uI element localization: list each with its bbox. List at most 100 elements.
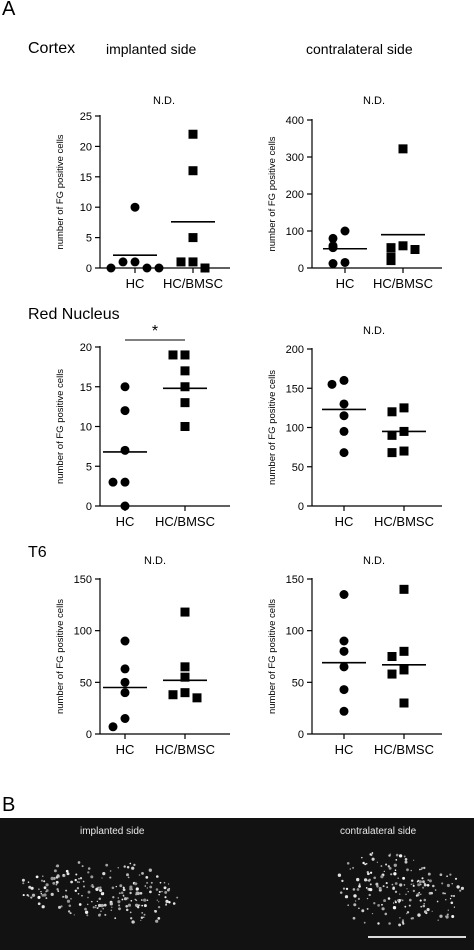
- labeled-cell-dot: [43, 880, 46, 883]
- labeled-cell-dot: [377, 904, 380, 907]
- chart-red-nucleus-implanted: 0 5 10 15 20 HC HC/BMSC number of FG positive c…: [55, 323, 230, 528]
- data-point-square: [399, 665, 409, 675]
- data-point-square: [399, 646, 409, 656]
- data-point-circle: [339, 590, 349, 599]
- labeled-cell-dot: [149, 890, 152, 894]
- data-point-square: [188, 257, 198, 267]
- chart-red-nucleus-contralateral: 0 50 100 150 200 HC HC/BMSC number of FG positi…: [267, 325, 442, 528]
- labeled-cell-dot: [378, 886, 382, 890]
- labeled-cell-dot: [388, 854, 391, 857]
- labeled-cell-dot: [420, 905, 423, 908]
- labeled-cell-dot: [415, 894, 418, 897]
- x-tick-label: HC/BMSC: [155, 742, 215, 757]
- labeled-cell-dot: [418, 891, 421, 894]
- data-point-circle: [120, 636, 130, 646]
- labeled-cell-dot: [371, 852, 374, 854]
- implanted-side-heading: implanted side: [106, 41, 197, 57]
- data-point-square: [410, 245, 420, 254]
- labeled-cell-dot: [84, 907, 87, 911]
- micrograph-image: [21, 852, 465, 927]
- labeled-cell-dot: [110, 909, 113, 912]
- labeled-cell-dot: [67, 910, 71, 913]
- y-tick-label: 0: [298, 263, 304, 275]
- panel-b-label: B: [2, 794, 16, 816]
- labeled-cell-dot: [176, 896, 179, 899]
- labeled-cell-dot: [358, 907, 360, 910]
- labeled-cell-dot: [446, 875, 448, 878]
- data-point-circle: [328, 243, 338, 253]
- labeled-cell-dot: [401, 899, 404, 902]
- data-point-circle: [120, 477, 130, 487]
- labeled-cell-dot: [426, 883, 430, 887]
- labeled-cell-dot: [63, 896, 65, 898]
- data-point-square: [387, 407, 397, 417]
- labeled-cell-dot: [365, 887, 368, 889]
- data-point-circle: [120, 406, 130, 416]
- labeled-cell-dot: [70, 898, 72, 900]
- data-point-circle: [120, 501, 130, 511]
- labeled-cell-dot: [432, 884, 435, 888]
- data-point-circle: [142, 263, 152, 273]
- labeled-cell-dot: [77, 892, 80, 895]
- labeled-cell-dot: [395, 853, 399, 857]
- labeled-cell-dot: [423, 866, 426, 870]
- labeled-cell-dot: [96, 900, 98, 903]
- labeled-cell-dot: [352, 916, 356, 920]
- labeled-cell-dot: [418, 880, 422, 884]
- data-point-circle: [340, 226, 350, 236]
- labeled-cell-dot: [68, 904, 72, 907]
- labeled-cell-dot: [167, 883, 170, 885]
- labeled-cell-dot: [115, 885, 117, 888]
- labeled-cell-dot: [446, 883, 450, 888]
- labeled-cell-dot: [417, 883, 421, 887]
- labeled-cell-dot: [76, 881, 79, 883]
- labeled-cell-dot: [397, 877, 400, 880]
- labeled-cell-dot: [21, 878, 25, 882]
- labeled-cell-dot: [382, 885, 385, 888]
- labeled-cell-dot: [394, 890, 398, 894]
- labeled-cell-dot: [388, 866, 392, 870]
- labeled-cell-dot: [140, 916, 144, 919]
- labeled-cell-dot: [41, 893, 45, 897]
- labeled-cell-dot: [436, 900, 439, 903]
- labeled-cell-dot: [161, 890, 163, 893]
- labeled-cell-dot: [50, 892, 54, 896]
- labeled-cell-dot: [117, 897, 120, 899]
- labeled-cell-dot: [404, 858, 408, 861]
- y-tick-label: 10: [80, 202, 92, 214]
- data-point-square: [387, 669, 397, 679]
- labeled-cell-dot: [52, 881, 56, 885]
- labeled-cell-dot: [337, 873, 342, 877]
- labeled-cell-dot: [138, 904, 141, 906]
- labeled-cell-dot: [156, 899, 158, 901]
- data-point-square: [188, 233, 198, 243]
- labeled-cell-dot: [87, 871, 90, 874]
- labeled-cell-dot: [450, 901, 454, 905]
- labeled-cell-dot: [87, 896, 89, 899]
- labeled-cell-dot: [442, 892, 445, 895]
- labeled-cell-dot: [137, 906, 140, 909]
- labeled-cell-dot: [149, 885, 153, 889]
- labeled-cell-dot: [133, 863, 136, 867]
- chart-cortex-contralateral: 0 100 200 300 400 HC HC/BMSC number of FG posit…: [267, 95, 442, 291]
- data-point-circle: [154, 263, 164, 273]
- y-tick-label: 5: [86, 233, 92, 245]
- labeled-cell-dot: [28, 885, 32, 889]
- labeled-cell-dot: [367, 872, 370, 875]
- labeled-cell-dot: [81, 894, 83, 897]
- labeled-cell-dot: [381, 907, 385, 911]
- labeled-cell-dot: [419, 868, 421, 871]
- labeled-cell-dot: [87, 867, 91, 870]
- labeled-cell-dot: [103, 904, 105, 907]
- labeled-cell-dot: [412, 883, 414, 885]
- labeled-cell-dot: [86, 903, 89, 906]
- labeled-cell-dot: [43, 886, 47, 890]
- labeled-cell-dot: [102, 908, 104, 910]
- data-point-circle: [339, 662, 349, 672]
- labeled-cell-dot: [126, 896, 129, 899]
- labeled-cell-dot: [156, 875, 159, 878]
- labeled-cell-dot: [407, 891, 409, 893]
- labeled-cell-dot: [45, 897, 48, 900]
- labeled-cell-dot: [410, 883, 413, 886]
- labeled-cell-dot: [389, 853, 391, 855]
